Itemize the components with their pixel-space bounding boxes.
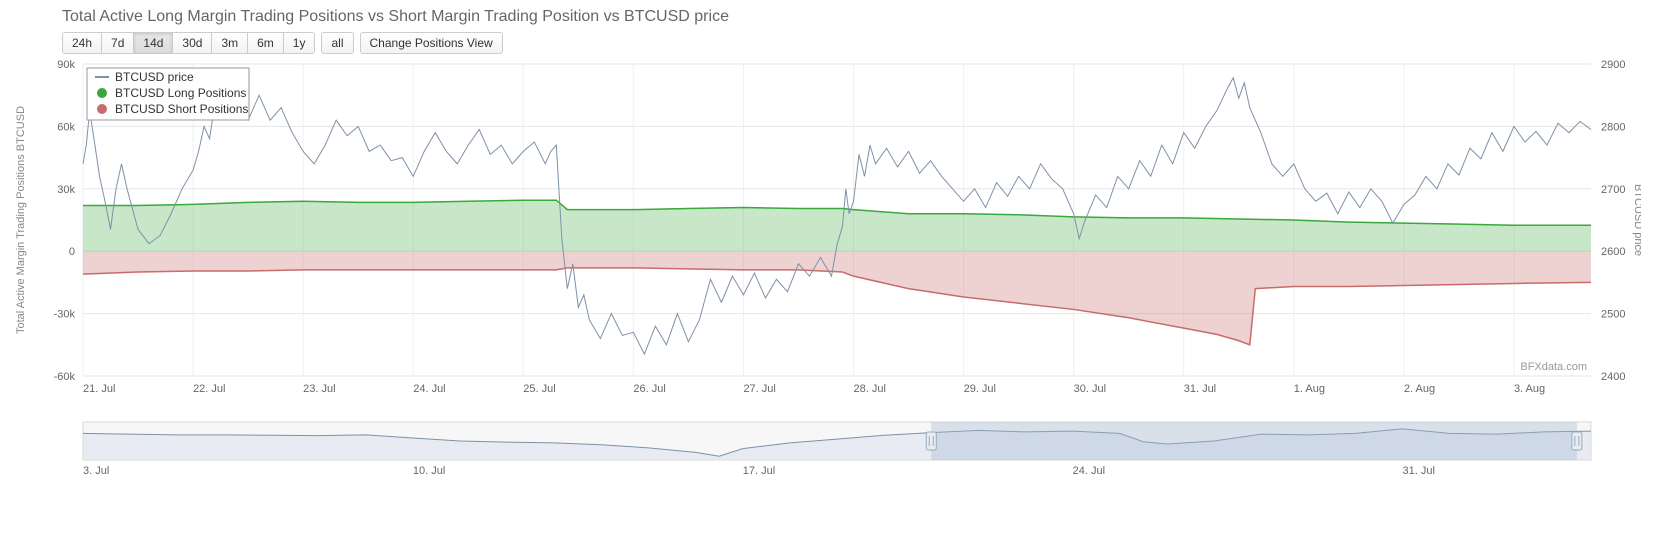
navigator-handle-left[interactable] bbox=[926, 432, 936, 450]
range-3m-button[interactable]: 3m bbox=[212, 33, 248, 53]
legend-swatch bbox=[97, 104, 107, 114]
x-tick-label: 2. Aug bbox=[1404, 383, 1435, 395]
x-tick-label: 21. Jul bbox=[83, 383, 115, 395]
legend-label[interactable]: BTCUSD Long Positions bbox=[115, 86, 246, 100]
range-30d-button[interactable]: 30d bbox=[173, 33, 212, 53]
x-tick-label: 3. Aug bbox=[1514, 383, 1545, 395]
x-tick-label: 30. Jul bbox=[1074, 383, 1106, 395]
chart-title: Total Active Long Margin Trading Positio… bbox=[62, 8, 1651, 26]
navigator-x-tick: 31. Jul bbox=[1403, 465, 1435, 476]
navigator-chart[interactable]: 3. Jul 10. Jul 17. Jul 24. Jul 31. Jul bbox=[6, 418, 1651, 476]
y-right-tick: 2600 bbox=[1601, 246, 1625, 258]
legend-label[interactable]: BTCUSD Short Positions bbox=[115, 102, 248, 116]
x-tick-label: 31. Jul bbox=[1184, 383, 1216, 395]
y-left-tick: -60k bbox=[54, 371, 76, 383]
short-positions-area bbox=[83, 251, 1591, 345]
navigator-x-tick: 10. Jul bbox=[413, 465, 445, 476]
y-right-tick: 2400 bbox=[1601, 371, 1625, 383]
range-1y-button[interactable]: 1y bbox=[284, 33, 315, 53]
y-left-tick: 0 bbox=[69, 246, 75, 258]
x-tick-label: 22. Jul bbox=[193, 383, 225, 395]
y-right-tick: 2800 bbox=[1601, 121, 1625, 133]
y-left-axis-label: Total Active Margin Trading Positions BT… bbox=[15, 106, 27, 334]
y-right-axis-label: BTCUSD price bbox=[1632, 184, 1641, 256]
y-right-tick: 2500 bbox=[1601, 309, 1625, 321]
x-tick-label: 27. Jul bbox=[743, 383, 775, 395]
main-chart[interactable]: 21. Jul 22. Jul 23. Jul 24. Jul 25. Jul 26. J… bbox=[6, 58, 1651, 418]
y-left-tick: 60k bbox=[57, 121, 75, 133]
range-toolbar: 24h7d14d30d3m6m1y all Change Positions V… bbox=[62, 32, 1651, 54]
range-14d-button[interactable]: 14d bbox=[134, 33, 173, 53]
x-tick-label: 1. Aug bbox=[1294, 383, 1325, 395]
range-24h-button[interactable]: 24h bbox=[63, 33, 102, 53]
navigator-selection[interactable] bbox=[931, 422, 1577, 460]
legend-swatch bbox=[97, 88, 107, 98]
y-right-tick: 2900 bbox=[1601, 59, 1625, 71]
x-tick-label: 28. Jul bbox=[854, 383, 886, 395]
x-tick-label: 29. Jul bbox=[964, 383, 996, 395]
x-tick-label: 23. Jul bbox=[303, 383, 335, 395]
legend-label[interactable]: BTCUSD price bbox=[115, 70, 194, 84]
y-left-tick: 90k bbox=[57, 59, 75, 71]
chart-credit: BFXdata.com bbox=[1520, 361, 1587, 373]
change-positions-view-button[interactable]: Change Positions View bbox=[360, 32, 503, 54]
navigator-handle-right[interactable] bbox=[1572, 432, 1582, 450]
navigator-x-tick: 3. Jul bbox=[83, 465, 109, 476]
range-all-button[interactable]: all bbox=[321, 32, 353, 54]
range-button-group: 24h7d14d30d3m6m1y bbox=[62, 32, 315, 54]
y-left-tick: 30k bbox=[57, 184, 75, 196]
range-7d-button[interactable]: 7d bbox=[102, 33, 134, 53]
y-left-tick: -30k bbox=[54, 309, 76, 321]
y-right-tick: 2700 bbox=[1601, 184, 1625, 196]
x-tick-label: 25. Jul bbox=[523, 383, 555, 395]
range-6m-button[interactable]: 6m bbox=[248, 33, 284, 53]
x-tick-label: 24. Jul bbox=[413, 383, 445, 395]
navigator-x-tick: 17. Jul bbox=[743, 465, 775, 476]
navigator-x-tick: 24. Jul bbox=[1073, 465, 1105, 476]
x-tick-label: 26. Jul bbox=[633, 383, 665, 395]
